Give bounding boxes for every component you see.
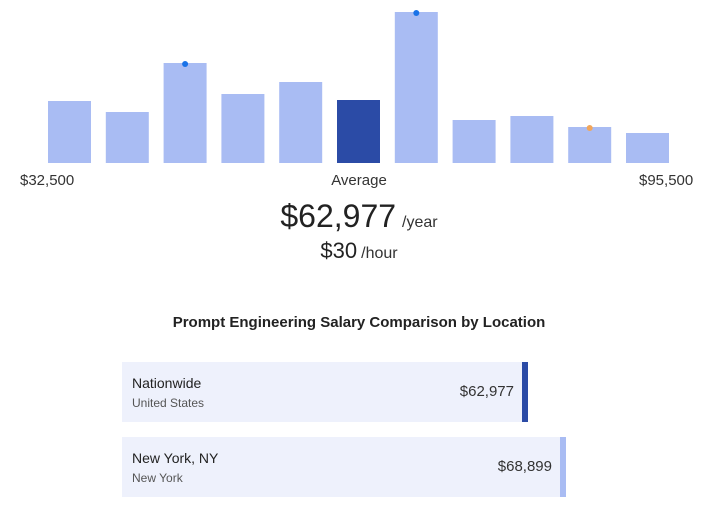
annual-salary: $62,977/year bbox=[0, 198, 718, 235]
location-subtitle: New York bbox=[132, 471, 183, 485]
hourly-salary-value: $30 bbox=[320, 238, 358, 263]
location-salary-bar bbox=[560, 437, 566, 497]
location-salary: $62,977 bbox=[459, 383, 514, 400]
location-salary: $68,899 bbox=[497, 458, 552, 475]
range-max-label: $95,500 bbox=[639, 172, 694, 189]
histogram-bar bbox=[568, 127, 612, 163]
annual-unit: /year bbox=[402, 214, 438, 231]
histogram-bar bbox=[105, 112, 149, 163]
histogram-bar-average bbox=[337, 100, 380, 163]
histogram-bar bbox=[48, 101, 91, 163]
salary-histogram bbox=[48, 10, 669, 163]
histogram-bar bbox=[163, 63, 207, 163]
range-min-label: $32,500 bbox=[20, 172, 75, 189]
histogram-marker-dot bbox=[413, 10, 420, 16]
histogram-bar bbox=[452, 120, 496, 163]
location-row-nationwide[interactable]: Nationwide United States $62,977 bbox=[122, 362, 528, 422]
location-name: Nationwide bbox=[132, 375, 202, 391]
histogram-bar bbox=[510, 116, 554, 163]
histogram-bar bbox=[279, 82, 323, 163]
location-subtitle: United States bbox=[132, 396, 205, 410]
location-row-new-york[interactable]: New York, NY New York $68,899 bbox=[122, 437, 566, 497]
histogram-bar bbox=[394, 12, 438, 163]
histogram-marker-dot bbox=[586, 125, 593, 131]
hourly-salary: $30/hour bbox=[0, 238, 718, 264]
histogram-marker-dot bbox=[182, 61, 189, 67]
location-salary-bar bbox=[522, 362, 528, 422]
comparison-title: Prompt Engineering Salary Comparison by … bbox=[172, 314, 546, 331]
average-label: Average bbox=[331, 172, 387, 189]
histogram-bar bbox=[626, 133, 669, 163]
histogram-bar bbox=[221, 94, 265, 163]
annual-salary-value: $62,977 bbox=[280, 198, 397, 234]
location-name: New York, NY bbox=[132, 450, 219, 466]
hourly-unit: /hour bbox=[361, 245, 398, 262]
